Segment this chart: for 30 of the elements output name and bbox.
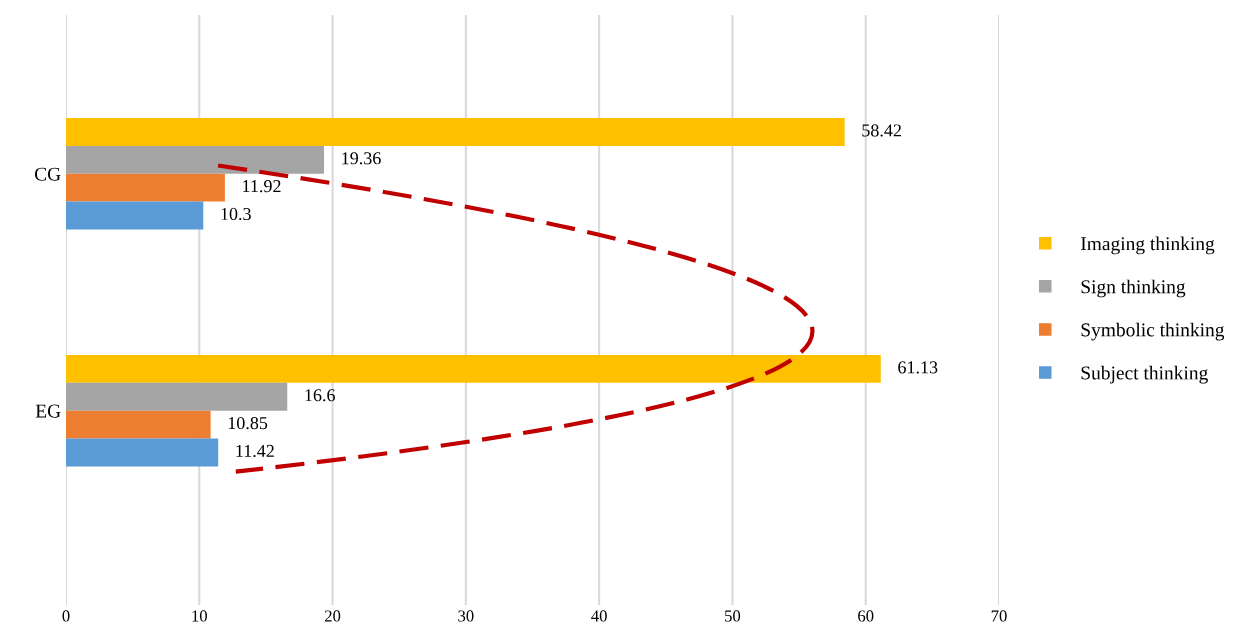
bar [66,382,288,411]
legend-label: Subject thinking [1081,365,1208,384]
x-tick-label: 10 [192,610,207,622]
x-tick-label: 70 [991,610,1007,622]
legend-label: Symbolic thinking [1081,322,1225,341]
bar [66,118,845,146]
x-tick-label: 40 [591,610,607,622]
bar [66,145,325,174]
x-tick-label: 30 [458,610,474,622]
x-tick-label: 0 [62,610,70,622]
legend-label: Imaging thinking [1080,236,1215,255]
data-label: 61.13 [898,361,938,374]
data-label: 16.6 [305,389,335,402]
x-tick-label: 60 [858,610,874,622]
x-tick-label: 50 [725,610,741,622]
legend-label: Sign thinking [1081,279,1186,298]
data-label: 58.42 [862,124,901,137]
data-label: 10.3 [221,207,251,221]
data-label: 10.85 [228,416,268,430]
x-tick-label: 20 [324,610,341,622]
y-tick-label: EG [35,404,61,418]
data-label: 19.36 [342,152,381,165]
y-tick-label: CG [34,167,61,181]
bar [66,173,225,202]
bar [66,355,881,383]
bar [66,410,211,439]
bar [66,438,219,467]
data-label: 11.92 [243,180,281,193]
bar [66,201,204,230]
data-label: 11.42 [236,444,274,458]
